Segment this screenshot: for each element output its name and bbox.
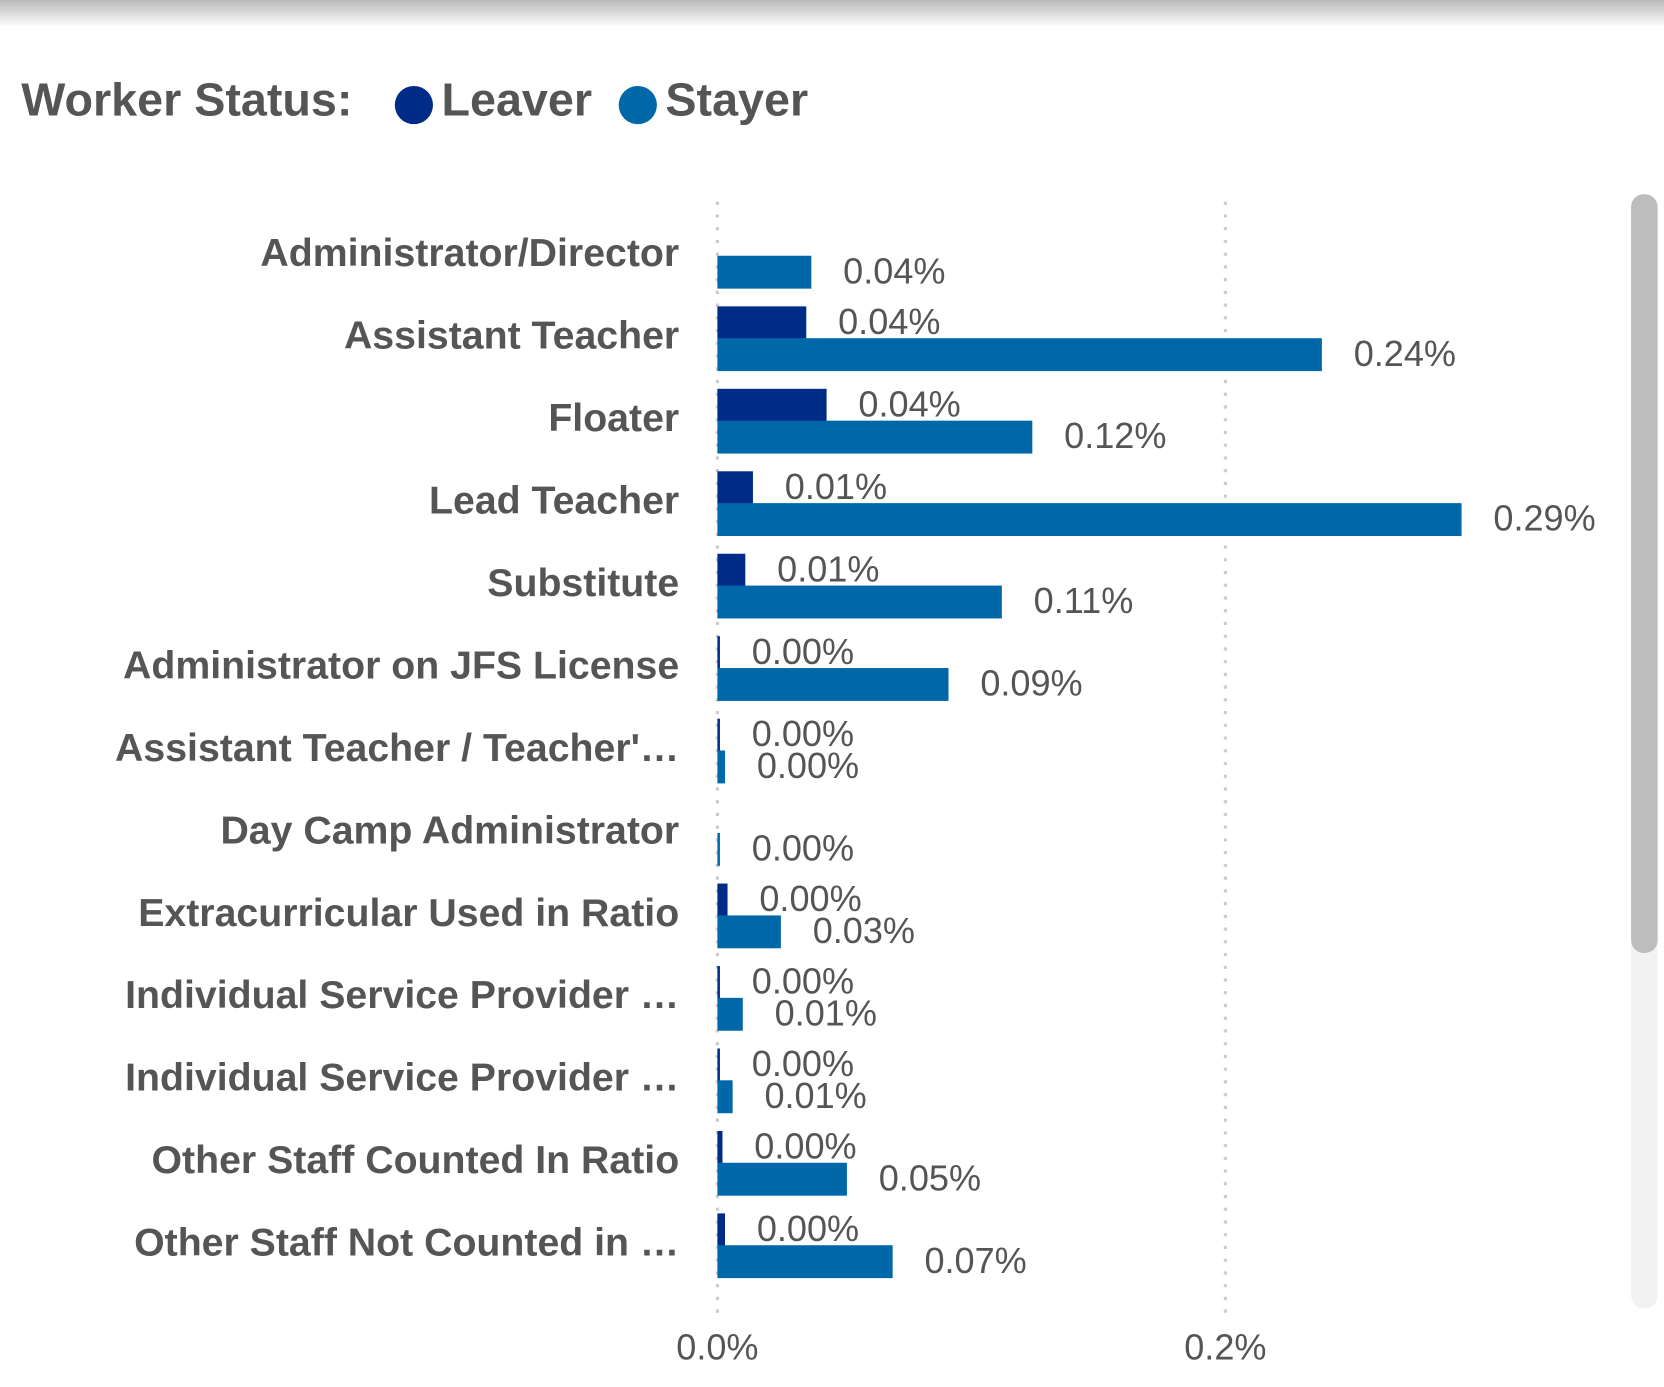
data-label: 0.00% <box>752 1043 854 1084</box>
category-label: Individual Service Provider … <box>125 1056 679 1100</box>
data-label: 0.04% <box>858 383 960 424</box>
bar <box>717 1213 726 1247</box>
data-label: 0.01% <box>764 1075 866 1116</box>
bar <box>717 553 746 587</box>
category-label: Floater <box>548 396 679 440</box>
legend-swatch <box>394 85 433 125</box>
data-label: 0.01% <box>775 992 877 1033</box>
category-label: Administrator on JFS License <box>123 643 679 687</box>
bar <box>717 1245 893 1279</box>
bar <box>717 668 949 701</box>
bar <box>717 1080 733 1114</box>
legend-label: Leaver <box>441 73 592 125</box>
data-label: 0.00% <box>757 745 859 786</box>
bar <box>717 1048 720 1082</box>
data-label: 0.01% <box>785 466 887 507</box>
category-label: Extracurricular Used in Ratio <box>138 891 679 935</box>
category-label: Other Staff Counted In Ratio <box>152 1138 680 1182</box>
data-label: 0.03% <box>813 910 915 951</box>
bar <box>717 471 753 505</box>
category-label: Administrator/Director <box>260 231 679 275</box>
category-label: Assistant Teacher / Teacher'… <box>115 726 679 770</box>
bar <box>717 306 807 340</box>
data-label: 0.05% <box>879 1157 981 1198</box>
data-label: 0.00% <box>757 1208 859 1249</box>
bar <box>717 832 720 866</box>
legend-title: Worker Status: <box>21 73 352 125</box>
category-label: Individual Service Provider … <box>125 973 679 1017</box>
bar <box>717 420 1033 454</box>
data-label: 0.24% <box>1354 333 1456 374</box>
top-bar <box>0 0 1664 26</box>
data-label: 0.04% <box>838 301 940 342</box>
category-label: Substitute <box>487 561 679 605</box>
data-label: 0.00% <box>752 961 854 1002</box>
data-label: 0.07% <box>924 1240 1026 1281</box>
legend-label: Stayer <box>665 73 808 125</box>
data-label: 0.29% <box>1493 498 1595 539</box>
category-label: Day Camp Administrator <box>220 808 679 852</box>
data-label: 0.00% <box>752 631 854 672</box>
data-label: 0.11% <box>1034 580 1134 621</box>
category-label: Other Staff Not Counted in … <box>134 1221 679 1265</box>
data-label: 0.01% <box>777 548 879 589</box>
bar <box>717 585 1002 619</box>
bar <box>717 388 827 422</box>
bar <box>717 997 743 1031</box>
category-label: Assistant Teacher <box>344 314 679 358</box>
data-label: 0.12% <box>1064 415 1166 456</box>
scrollbar[interactable] <box>1631 194 1658 953</box>
data-label: 0.00% <box>752 713 854 754</box>
bar <box>717 255 812 289</box>
bar <box>717 1130 723 1164</box>
data-label: 0.00% <box>759 878 861 919</box>
x-tick-label: 0.0% <box>676 1326 758 1367</box>
data-label: 0.00% <box>752 828 854 869</box>
bar <box>717 883 728 917</box>
bar <box>717 338 1322 372</box>
bar <box>717 636 720 670</box>
bar <box>717 1162 847 1196</box>
bar <box>717 966 720 999</box>
data-label: 0.00% <box>754 1126 856 1167</box>
legend-swatch <box>618 85 657 125</box>
category-label: Lead Teacher <box>429 478 679 522</box>
bar <box>717 718 720 752</box>
data-label: 0.04% <box>843 250 945 291</box>
data-label: 0.09% <box>980 663 1082 704</box>
bar <box>717 503 1462 537</box>
bar <box>717 915 781 949</box>
x-tick-label: 0.2% <box>1184 1326 1266 1367</box>
bar <box>717 750 726 784</box>
